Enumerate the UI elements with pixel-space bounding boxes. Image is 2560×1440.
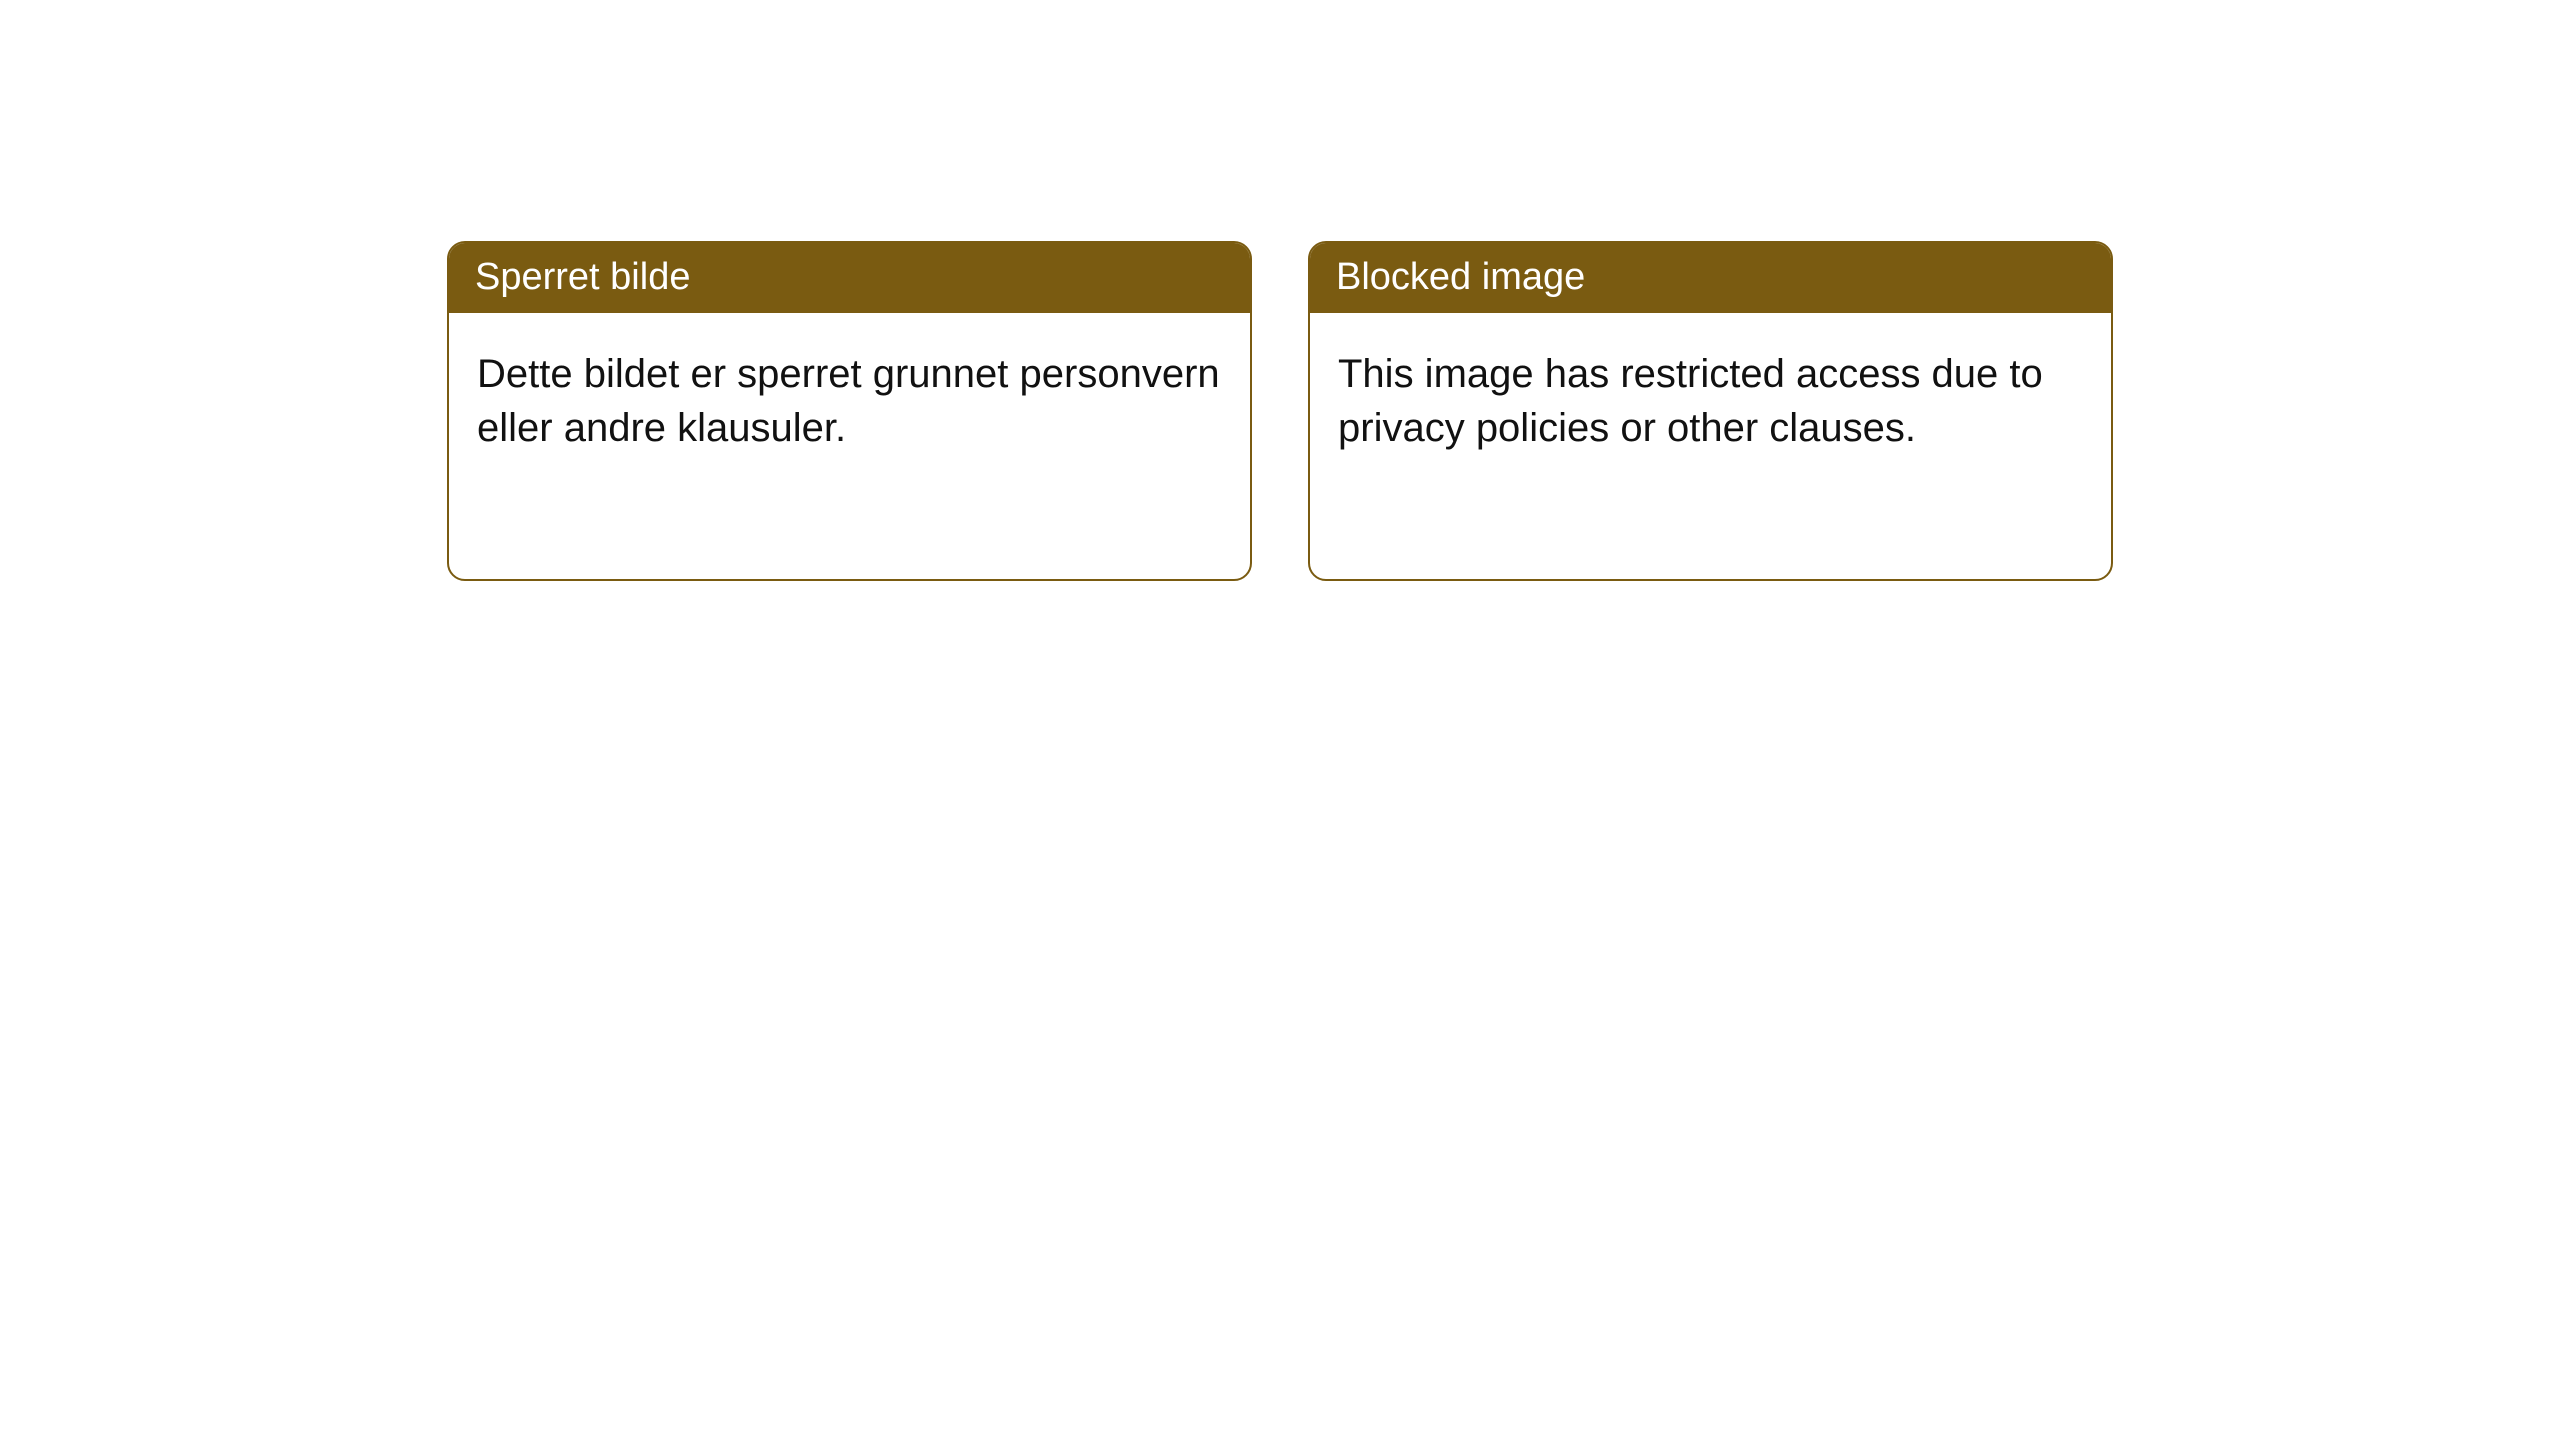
notice-card-norwegian: Sperret bilde Dette bildet er sperret gr…: [447, 241, 1252, 581]
notice-card-english: Blocked image This image has restricted …: [1308, 241, 2113, 581]
notice-card-body: Dette bildet er sperret grunnet personve…: [449, 313, 1250, 489]
notice-card-body: This image has restricted access due to …: [1310, 313, 2111, 489]
notice-card-title: Sperret bilde: [449, 243, 1250, 313]
notice-card-title: Blocked image: [1310, 243, 2111, 313]
notice-container: Sperret bilde Dette bildet er sperret gr…: [447, 241, 2113, 581]
